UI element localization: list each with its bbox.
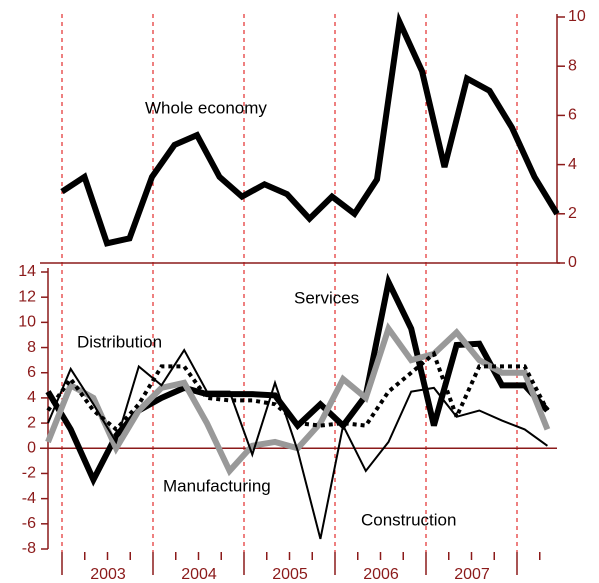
y2-tick-label: 2 [568, 205, 577, 222]
y2-tick-label: 4 [568, 156, 577, 173]
year-label: 2006 [363, 566, 399, 583]
year-label: 2003 [90, 566, 126, 583]
series-label: Construction [361, 510, 456, 529]
y-tick-label: 2 [27, 414, 36, 431]
y-tick-label: 8 [27, 339, 36, 356]
y-tick-label: 0 [27, 439, 36, 456]
year-label: 2005 [272, 566, 308, 583]
year-label: 2004 [181, 566, 217, 583]
y-tick-label: 6 [27, 364, 36, 381]
y2-tick-label: 6 [568, 107, 577, 124]
y2-tick-label: 10 [568, 8, 586, 25]
y-tick-label: 12 [18, 288, 36, 305]
y-tick-label: -4 [22, 490, 36, 507]
y-tick-label: 4 [27, 389, 36, 406]
series-label: Manufacturing [163, 476, 271, 495]
series-line [46, 350, 550, 433]
y2-tick-label: 0 [568, 254, 577, 271]
series-line [60, 11, 560, 247]
y-tick-label: -6 [22, 515, 36, 532]
series-label: Distribution [77, 332, 162, 351]
year-label: 2007 [454, 566, 490, 583]
y-tick-label: -8 [22, 540, 36, 557]
y-tick-label: 10 [18, 314, 36, 331]
y-tick-label: 14 [18, 263, 36, 280]
y-tick-label: -2 [22, 465, 36, 482]
y2-tick-label: 8 [568, 57, 577, 74]
series-label: Whole economy [145, 98, 267, 117]
series-line [47, 348, 548, 540]
series-label: Services [294, 288, 359, 307]
